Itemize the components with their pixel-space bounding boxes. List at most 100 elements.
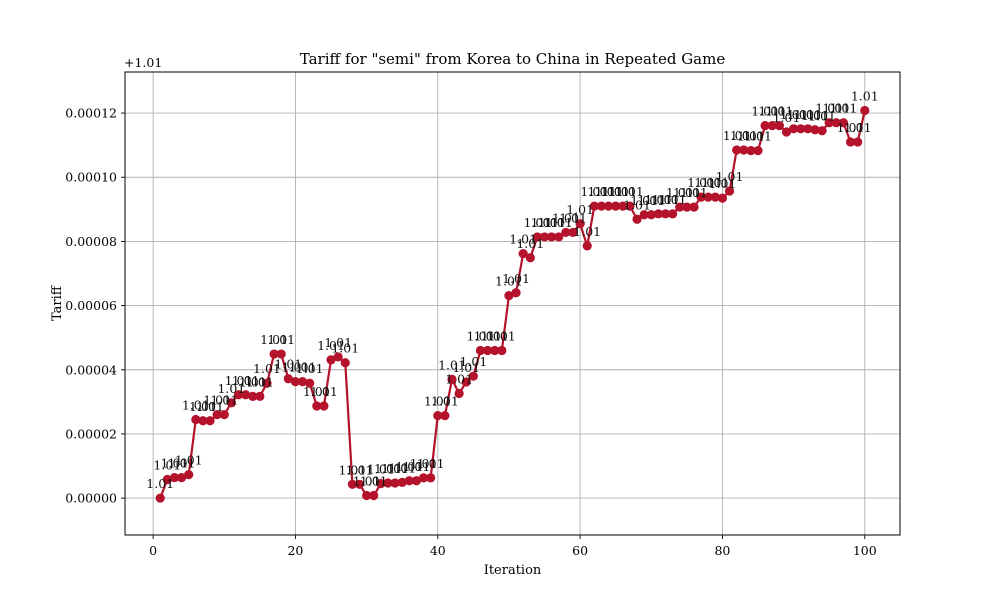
data-point-label: 1.01 — [260, 332, 288, 347]
data-point — [767, 120, 777, 131]
data-point — [205, 416, 215, 426]
data-point-label: 1.01 — [630, 193, 658, 208]
data-point-label: 1.01 — [488, 329, 516, 344]
data-point — [618, 201, 628, 211]
x-tick-label: 40 — [430, 543, 446, 558]
data-point — [675, 202, 685, 212]
data-point-label: 1.01 — [338, 462, 366, 477]
data-point — [191, 414, 201, 425]
data-point-label: 1.01 — [374, 461, 402, 476]
data-point — [703, 192, 713, 202]
data-point-label: 1.01 — [146, 476, 174, 491]
data-point — [184, 470, 194, 480]
data-point-label: 1.01 — [716, 169, 744, 184]
data-point-label: 1.01 — [673, 185, 701, 200]
data-point — [490, 345, 500, 356]
data-point-label: 1.01 — [203, 393, 231, 408]
data-point — [596, 201, 607, 211]
data-point — [568, 227, 578, 238]
x-tick-label: 20 — [287, 543, 303, 558]
data-point-label: 1.01 — [459, 354, 487, 369]
data-point — [383, 478, 393, 488]
data-point — [333, 352, 343, 362]
data-point-label: 1.01 — [331, 341, 359, 356]
data-point-label: 1.01 — [153, 457, 181, 472]
data-point-label: 1.01 — [282, 360, 310, 375]
data-point — [739, 145, 749, 155]
data-point-label: 1.01 — [182, 397, 210, 412]
data-point-label: 1.01 — [445, 372, 473, 387]
data-point — [269, 349, 279, 359]
data-point-label: 1.01 — [217, 381, 245, 396]
data-point — [845, 137, 856, 147]
data-point-label: 1.01 — [196, 399, 224, 414]
data-point-label: 1.01 — [837, 120, 865, 135]
data-point-label: 1.01 — [523, 215, 551, 230]
data-point-label: 1.01 — [808, 109, 836, 124]
data-point — [198, 416, 208, 426]
data-point-label: 1.01 — [253, 361, 281, 376]
data-point — [411, 476, 422, 486]
data-point-label: 1.01 — [395, 459, 423, 474]
data-point-label: 1.01 — [552, 210, 580, 225]
data-point — [362, 490, 372, 501]
data-point-label: 1.01 — [659, 192, 687, 207]
data-point — [276, 349, 286, 359]
data-point-label: 1.01 — [844, 120, 872, 135]
data-point — [369, 490, 379, 501]
data-point — [447, 374, 457, 384]
data-point — [319, 401, 329, 411]
data-point-label: 1.01 — [701, 175, 729, 190]
data-point-label: 1.01 — [509, 232, 537, 247]
data-point-label: 1.01 — [694, 175, 722, 190]
data-point — [554, 232, 564, 242]
data-point-label: 1.01 — [232, 373, 260, 388]
data-point — [340, 358, 350, 368]
y-tick-label: 0.00004 — [65, 362, 117, 377]
y-axis-label: Tariff — [50, 284, 65, 321]
data-point — [575, 219, 585, 229]
data-point — [668, 209, 678, 219]
data-point-label: 1.01 — [787, 107, 815, 122]
data-point — [724, 186, 735, 196]
data-point — [397, 477, 407, 487]
data-point-label: 1.01 — [303, 384, 331, 399]
data-point — [326, 355, 336, 365]
data-point — [155, 493, 165, 503]
data-point-label: 1.01 — [566, 202, 594, 217]
data-point-label: 1.01 — [765, 104, 793, 119]
data-point — [582, 241, 592, 251]
data-point-label: 1.01 — [210, 393, 238, 408]
data-point — [682, 202, 692, 212]
data-point-label: 1.01 — [644, 192, 672, 207]
data-point-label: 1.01 — [360, 474, 388, 489]
y-tick-label: 0.00006 — [65, 298, 117, 313]
data-point-label: 1.01 — [545, 215, 573, 230]
data-point-label: 1.01 — [780, 107, 808, 122]
data-point-label: 1.01 — [289, 360, 317, 375]
data-point-label: 1.01 — [588, 184, 616, 199]
data-point — [454, 388, 464, 399]
data-point — [753, 146, 763, 156]
data-point-label: 1.01 — [744, 129, 772, 144]
data-point — [689, 202, 699, 212]
data-point-label: 1.01 — [652, 192, 680, 207]
series-layer — [155, 105, 870, 503]
data-point — [710, 192, 720, 202]
data-point — [468, 371, 478, 381]
data-point-label: 1.01 — [829, 101, 857, 116]
data-point — [212, 410, 222, 420]
data-point-label: 1.01 — [346, 462, 374, 477]
chart-title: Tariff for "semi" from Korea to China in… — [300, 50, 726, 68]
data-point-label: 1.01 — [758, 104, 786, 119]
data-point-label: 1.01 — [801, 108, 829, 123]
x-tick-label: 100 — [853, 543, 877, 558]
data-point — [433, 411, 443, 421]
data-point-label: 1.01 — [431, 394, 459, 409]
data-point-label: 1.01 — [481, 329, 509, 344]
point-label-layer: 1.011.011.011.011.011.011.011.011.011.01… — [146, 89, 878, 492]
data-point-label: 1.01 — [709, 176, 737, 191]
y-tick-label: 0.00008 — [65, 234, 117, 249]
data-point — [646, 210, 656, 220]
data-point-label: 1.01 — [161, 456, 189, 471]
